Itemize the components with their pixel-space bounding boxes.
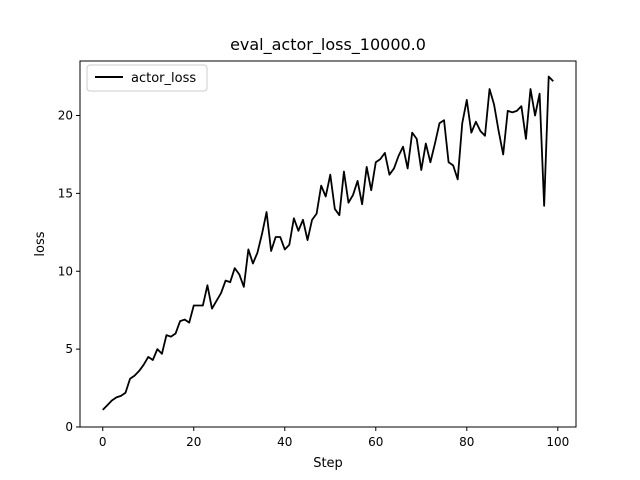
y-tick-label-5: 5 bbox=[65, 342, 73, 356]
axes-frame bbox=[79, 60, 577, 428]
x-tick-label-100: 100 bbox=[546, 435, 569, 449]
y-tick-label-15: 15 bbox=[58, 186, 73, 200]
legend-box bbox=[86, 64, 208, 92]
y-tick-label-20: 20 bbox=[58, 109, 73, 123]
series-line-0 bbox=[102, 75, 554, 411]
legend: actor_loss bbox=[86, 64, 208, 92]
x-tick-label-20: 20 bbox=[186, 435, 201, 449]
y-tick-label-10: 10 bbox=[58, 264, 73, 278]
x-tick-label-0: 0 bbox=[99, 435, 107, 449]
x-tick-label-80: 80 bbox=[459, 435, 474, 449]
y-axis-label: loss bbox=[33, 231, 48, 256]
y-tick-label-0: 0 bbox=[65, 420, 73, 434]
chart-title: eval_actor_loss_10000.0 bbox=[230, 35, 426, 55]
x-tick-label-60: 60 bbox=[368, 435, 383, 449]
plot-area: 0 20 40 60 80 100 0 5 10 15 20 bbox=[58, 60, 577, 449]
x-axis-label: Step bbox=[313, 456, 343, 471]
legend-label-actor-loss: actor_loss bbox=[131, 71, 196, 86]
x-tick-label-40: 40 bbox=[277, 435, 292, 449]
